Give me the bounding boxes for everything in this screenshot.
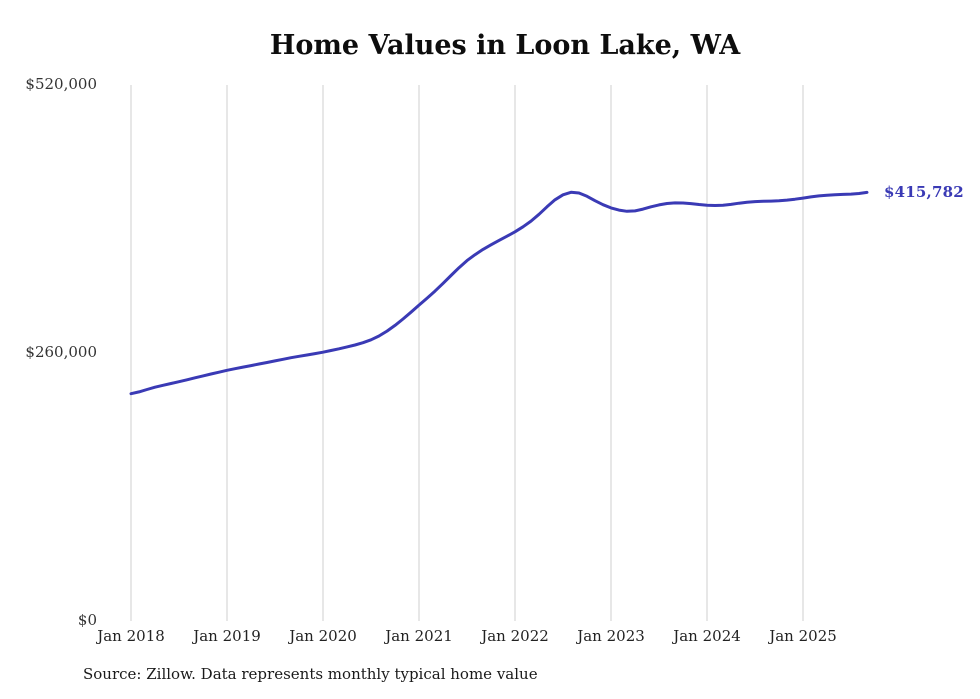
source-note: Source: Zillow. Data represents monthly … <box>83 665 538 683</box>
x-tick-label: Jan 2018 <box>97 627 165 645</box>
x-tick-label: Jan 2025 <box>769 627 837 645</box>
x-tick-label: Jan 2022 <box>481 627 549 645</box>
x-tick-label: Jan 2021 <box>385 627 453 645</box>
x-tick-label: Jan 2019 <box>193 627 261 645</box>
y-tick-label: $260,000 <box>25 343 97 361</box>
y-tick-label: $0 <box>77 611 97 629</box>
current-value-label: $415,782 <box>884 183 964 202</box>
value-line <box>129 190 869 396</box>
x-tick-label: Jan 2023 <box>577 627 645 645</box>
chart-title: Home Values in Loon Lake, WA <box>269 30 741 61</box>
x-tick-label: Jan 2020 <box>289 627 357 645</box>
x-axis-labels: Jan 2018 Jan 2019 Jan 2020 Jan 2021 Jan 2022… <box>0 627 980 647</box>
x-tick-label: Jan 2024 <box>673 627 741 645</box>
y-tick-label: $520,000 <box>25 75 97 93</box>
